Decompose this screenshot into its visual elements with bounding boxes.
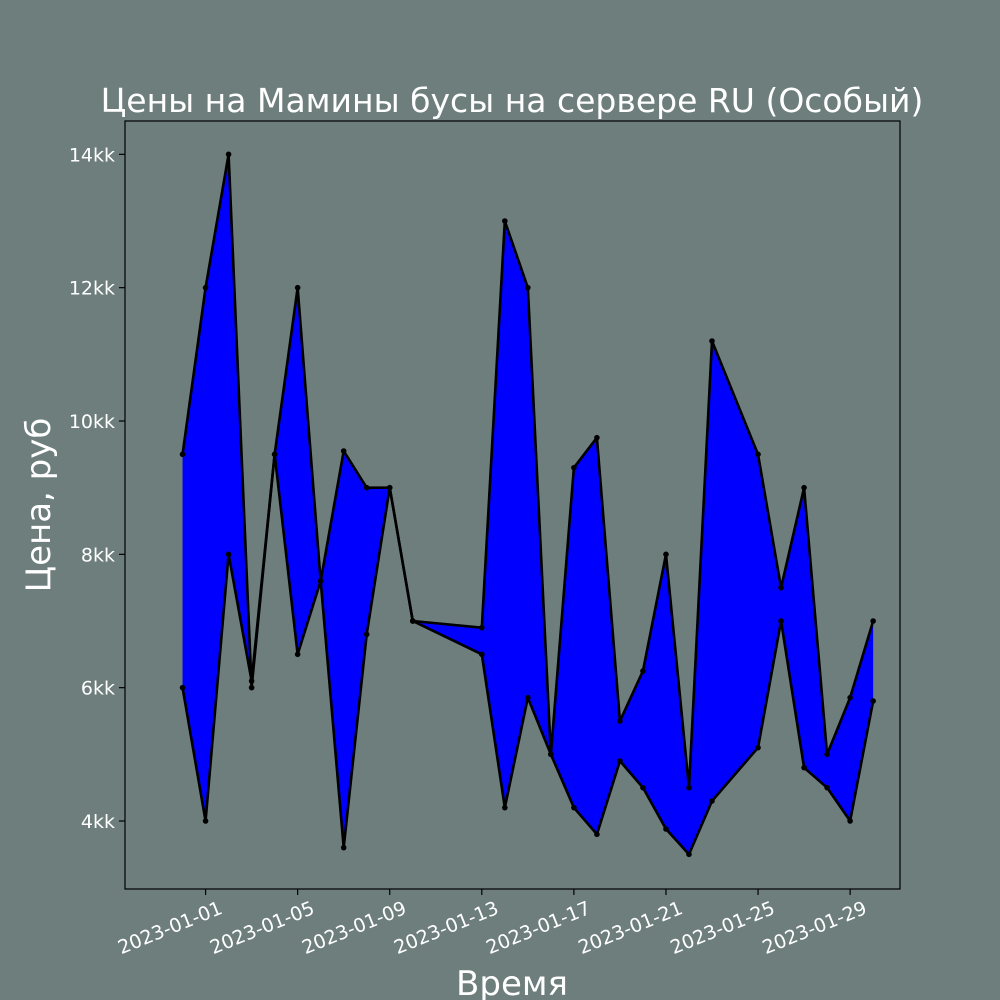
data-point — [548, 751, 554, 758]
data-point — [571, 804, 577, 811]
data-point — [686, 851, 692, 858]
data-point — [617, 718, 623, 724]
data-point — [409, 618, 416, 624]
data-point — [225, 151, 232, 158]
data-point — [778, 584, 784, 591]
area-fill — [182, 154, 874, 855]
y-tick-label: 12kk — [69, 278, 115, 300]
data-point — [847, 694, 853, 701]
data-point — [870, 698, 876, 704]
data-point — [340, 448, 347, 454]
data-point — [202, 284, 209, 291]
data-point — [755, 744, 761, 751]
y-axis-label: Цена, руб — [19, 418, 59, 593]
plot-area — [179, 151, 876, 858]
x-axis: 2023-01-012023-01-052023-01-092023-01-13… — [115, 889, 870, 959]
data-point — [225, 551, 232, 558]
data-point — [640, 668, 646, 674]
x-tick-label: 2023-01-29 — [759, 897, 870, 959]
series-line-2 — [181, 453, 875, 856]
data-point — [801, 764, 807, 771]
data-point — [663, 551, 669, 558]
data-point — [824, 751, 830, 758]
data-point — [594, 434, 600, 441]
data-point — [686, 784, 692, 791]
data-point — [179, 684, 186, 691]
data-point — [317, 578, 324, 584]
x-tick-label: 2023-01-13 — [391, 897, 502, 959]
data-point — [778, 618, 784, 624]
x-tick-label: 2023-01-09 — [299, 897, 410, 959]
data-point — [663, 826, 669, 832]
data-point — [248, 678, 255, 684]
data-point — [525, 284, 531, 291]
data-point — [755, 451, 761, 458]
data-point — [179, 451, 186, 458]
data-point — [248, 684, 255, 691]
y-tick-label: 8kk — [81, 544, 115, 566]
data-point — [594, 831, 600, 838]
data-point — [847, 818, 853, 824]
data-point — [294, 284, 301, 291]
data-point — [709, 338, 715, 344]
data-point — [571, 464, 577, 471]
data-point — [502, 218, 508, 224]
data-point — [801, 484, 807, 491]
plot-frame — [124, 120, 901, 890]
data-point — [363, 631, 370, 638]
data-point — [617, 758, 623, 764]
data-point — [525, 694, 531, 701]
data-point — [479, 651, 485, 658]
data-point — [363, 484, 370, 491]
data-point — [202, 818, 209, 824]
data-point — [294, 651, 301, 658]
data-point — [502, 804, 508, 811]
x-tick-label: 2023-01-21 — [575, 897, 686, 959]
data-point — [340, 844, 347, 851]
data-point — [386, 484, 393, 491]
x-tick-label: 2023-01-05 — [207, 897, 318, 959]
data-point — [271, 451, 278, 458]
chart-title: Цены на Мамины бусы на сервере RU (Особы… — [101, 81, 924, 120]
x-axis-label: Время — [456, 964, 568, 1000]
data-point — [709, 798, 715, 804]
y-tick-label: 6kk — [81, 678, 115, 700]
data-point — [870, 618, 876, 624]
y-tick-label: 14kk — [69, 144, 115, 166]
y-axis: 4kk 6kk 8kk 10kk 12kk 14kk — [69, 144, 125, 833]
data-point — [479, 624, 485, 631]
data-point — [824, 784, 830, 791]
y-tick-label: 4kk — [81, 811, 115, 833]
data-point — [640, 784, 646, 791]
x-tick-label: 2023-01-25 — [667, 897, 778, 959]
x-tick-label: 2023-01-01 — [115, 897, 226, 959]
y-tick-label: 10kk — [69, 411, 115, 433]
series-line-1 — [181, 153, 875, 789]
x-tick-label: 2023-01-17 — [483, 897, 594, 959]
